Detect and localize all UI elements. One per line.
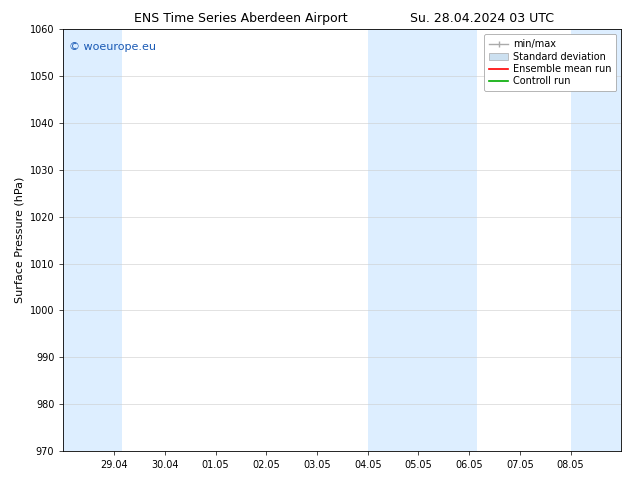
Text: Su. 28.04.2024 03 UTC: Su. 28.04.2024 03 UTC xyxy=(410,12,554,25)
Legend: min/max, Standard deviation, Ensemble mean run, Controll run: min/max, Standard deviation, Ensemble me… xyxy=(484,34,616,91)
Bar xyxy=(571,29,621,451)
Y-axis label: Surface Pressure (hPa): Surface Pressure (hPa) xyxy=(14,177,24,303)
Bar xyxy=(63,29,122,451)
Bar xyxy=(368,29,477,451)
Text: © woeurope.eu: © woeurope.eu xyxy=(69,42,156,52)
Text: ENS Time Series Aberdeen Airport: ENS Time Series Aberdeen Airport xyxy=(134,12,347,25)
